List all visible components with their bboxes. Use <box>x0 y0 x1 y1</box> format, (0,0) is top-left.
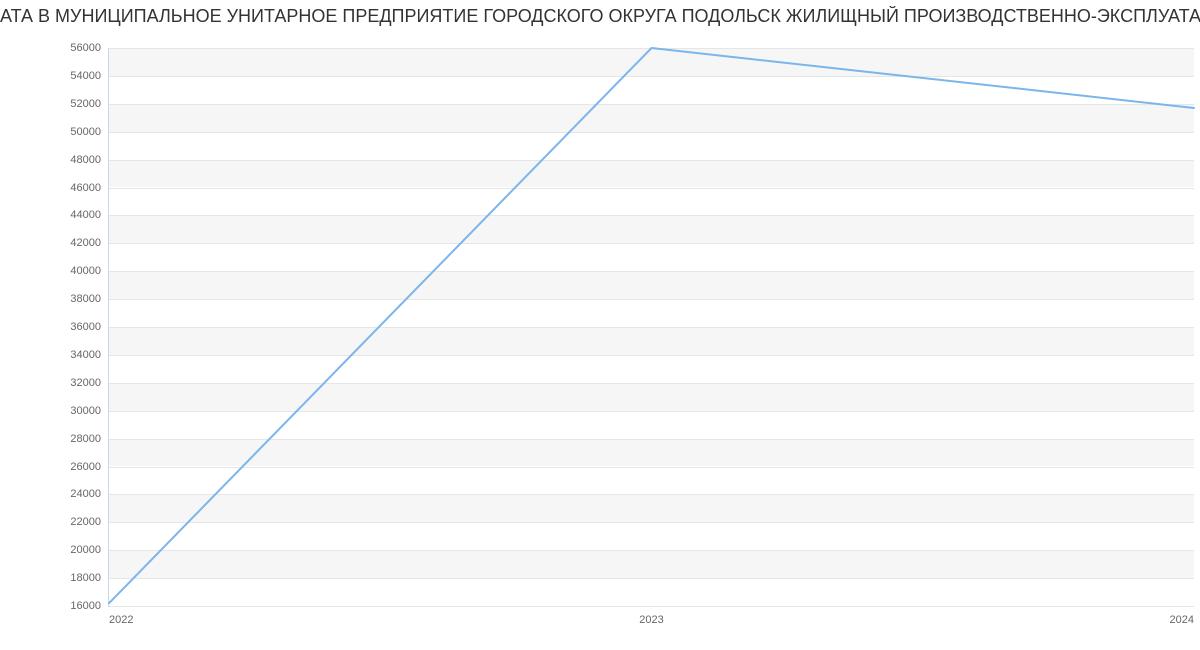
y-axis-label: 56000 <box>70 42 109 54</box>
y-axis-label: 24000 <box>70 488 109 500</box>
y-axis-label: 20000 <box>70 544 109 556</box>
chart-title: АТА В МУНИЦИПАЛЬНОЕ УНИТАРНОЕ ПРЕДПРИЯТИ… <box>0 6 1200 27</box>
y-axis-label: 44000 <box>70 209 109 221</box>
y-axis-label: 18000 <box>70 572 109 584</box>
series-line <box>109 48 1194 603</box>
data-series <box>109 48 1194 606</box>
plot-area: 1600018000200002200024000260002800030000… <box>108 48 1194 607</box>
x-axis-label: 2024 <box>1170 606 1194 626</box>
y-axis-label: 48000 <box>70 154 109 166</box>
x-axis-label: 2023 <box>639 606 663 626</box>
y-axis-label: 34000 <box>70 349 109 361</box>
y-axis-label: 26000 <box>70 461 109 473</box>
y-axis-label: 30000 <box>70 405 109 417</box>
y-axis-label: 46000 <box>70 182 109 194</box>
y-axis-label: 40000 <box>70 265 109 277</box>
y-axis-label: 16000 <box>70 600 109 612</box>
y-axis-label: 22000 <box>70 516 109 528</box>
y-axis-label: 42000 <box>70 237 109 249</box>
y-axis-label: 38000 <box>70 293 109 305</box>
y-axis-label: 36000 <box>70 321 109 333</box>
y-axis-label: 32000 <box>70 377 109 389</box>
y-axis-label: 54000 <box>70 70 109 82</box>
y-axis-label: 52000 <box>70 98 109 110</box>
line-chart: АТА В МУНИЦИПАЛЬНОЕ УНИТАРНОЕ ПРЕДПРИЯТИ… <box>0 0 1200 650</box>
x-axis-label: 2022 <box>109 606 133 626</box>
y-axis-label: 50000 <box>70 126 109 138</box>
y-axis-label: 28000 <box>70 433 109 445</box>
